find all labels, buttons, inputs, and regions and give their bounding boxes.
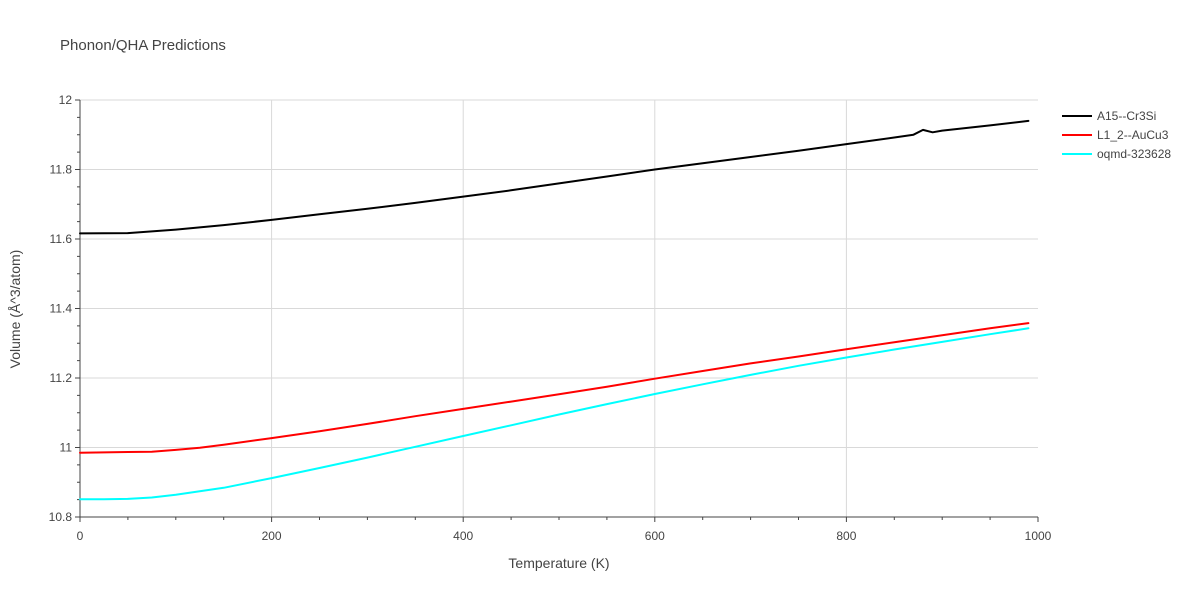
series-line-1 — [79, 322, 1030, 454]
grid-lines — [80, 99, 1038, 517]
y-tick-label: 11.2 — [50, 371, 73, 385]
y-tick-label: 12 — [59, 93, 73, 107]
y-tick-label: 10.8 — [49, 510, 73, 524]
axes — [75, 99, 1039, 522]
x-tick-label: 0 — [77, 529, 84, 543]
y-tick-label: 11.8 — [50, 163, 73, 177]
chart-title: Phonon/QHA Predictions — [60, 37, 226, 54]
y-tick-label: 11.4 — [50, 302, 73, 316]
tick-labels: 0 200 400 600 800 1000 10.8 11 11.2 11.4 11.6 11.8 1… — [49, 93, 1052, 543]
x-tick-label: 1000 — [1025, 529, 1052, 543]
y-tick-label: 11 — [60, 441, 73, 455]
plot-area — [79, 119, 1030, 501]
x-tick-label: 400 — [453, 529, 473, 543]
x-tick-label: 200 — [262, 529, 282, 543]
x-tick-label: 800 — [836, 529, 856, 543]
legend: A15--Cr3Si L1_2--AuCu3 oqmd-323628 — [1062, 109, 1171, 161]
y-tick-label: 11.6 — [50, 232, 73, 246]
x-axis-title: Temperature (K) — [508, 555, 609, 571]
x-tick-label: 600 — [645, 529, 665, 543]
legend-label-1: L1_2--AuCu3 — [1097, 128, 1169, 142]
series-line-2 — [79, 327, 1030, 501]
y-axis-title: Volume (Å^3/atom) — [7, 250, 23, 369]
legend-label-0: A15--Cr3Si — [1097, 109, 1156, 123]
series-line-0 — [79, 119, 1030, 235]
legend-label-2: oqmd-323628 — [1097, 147, 1171, 161]
